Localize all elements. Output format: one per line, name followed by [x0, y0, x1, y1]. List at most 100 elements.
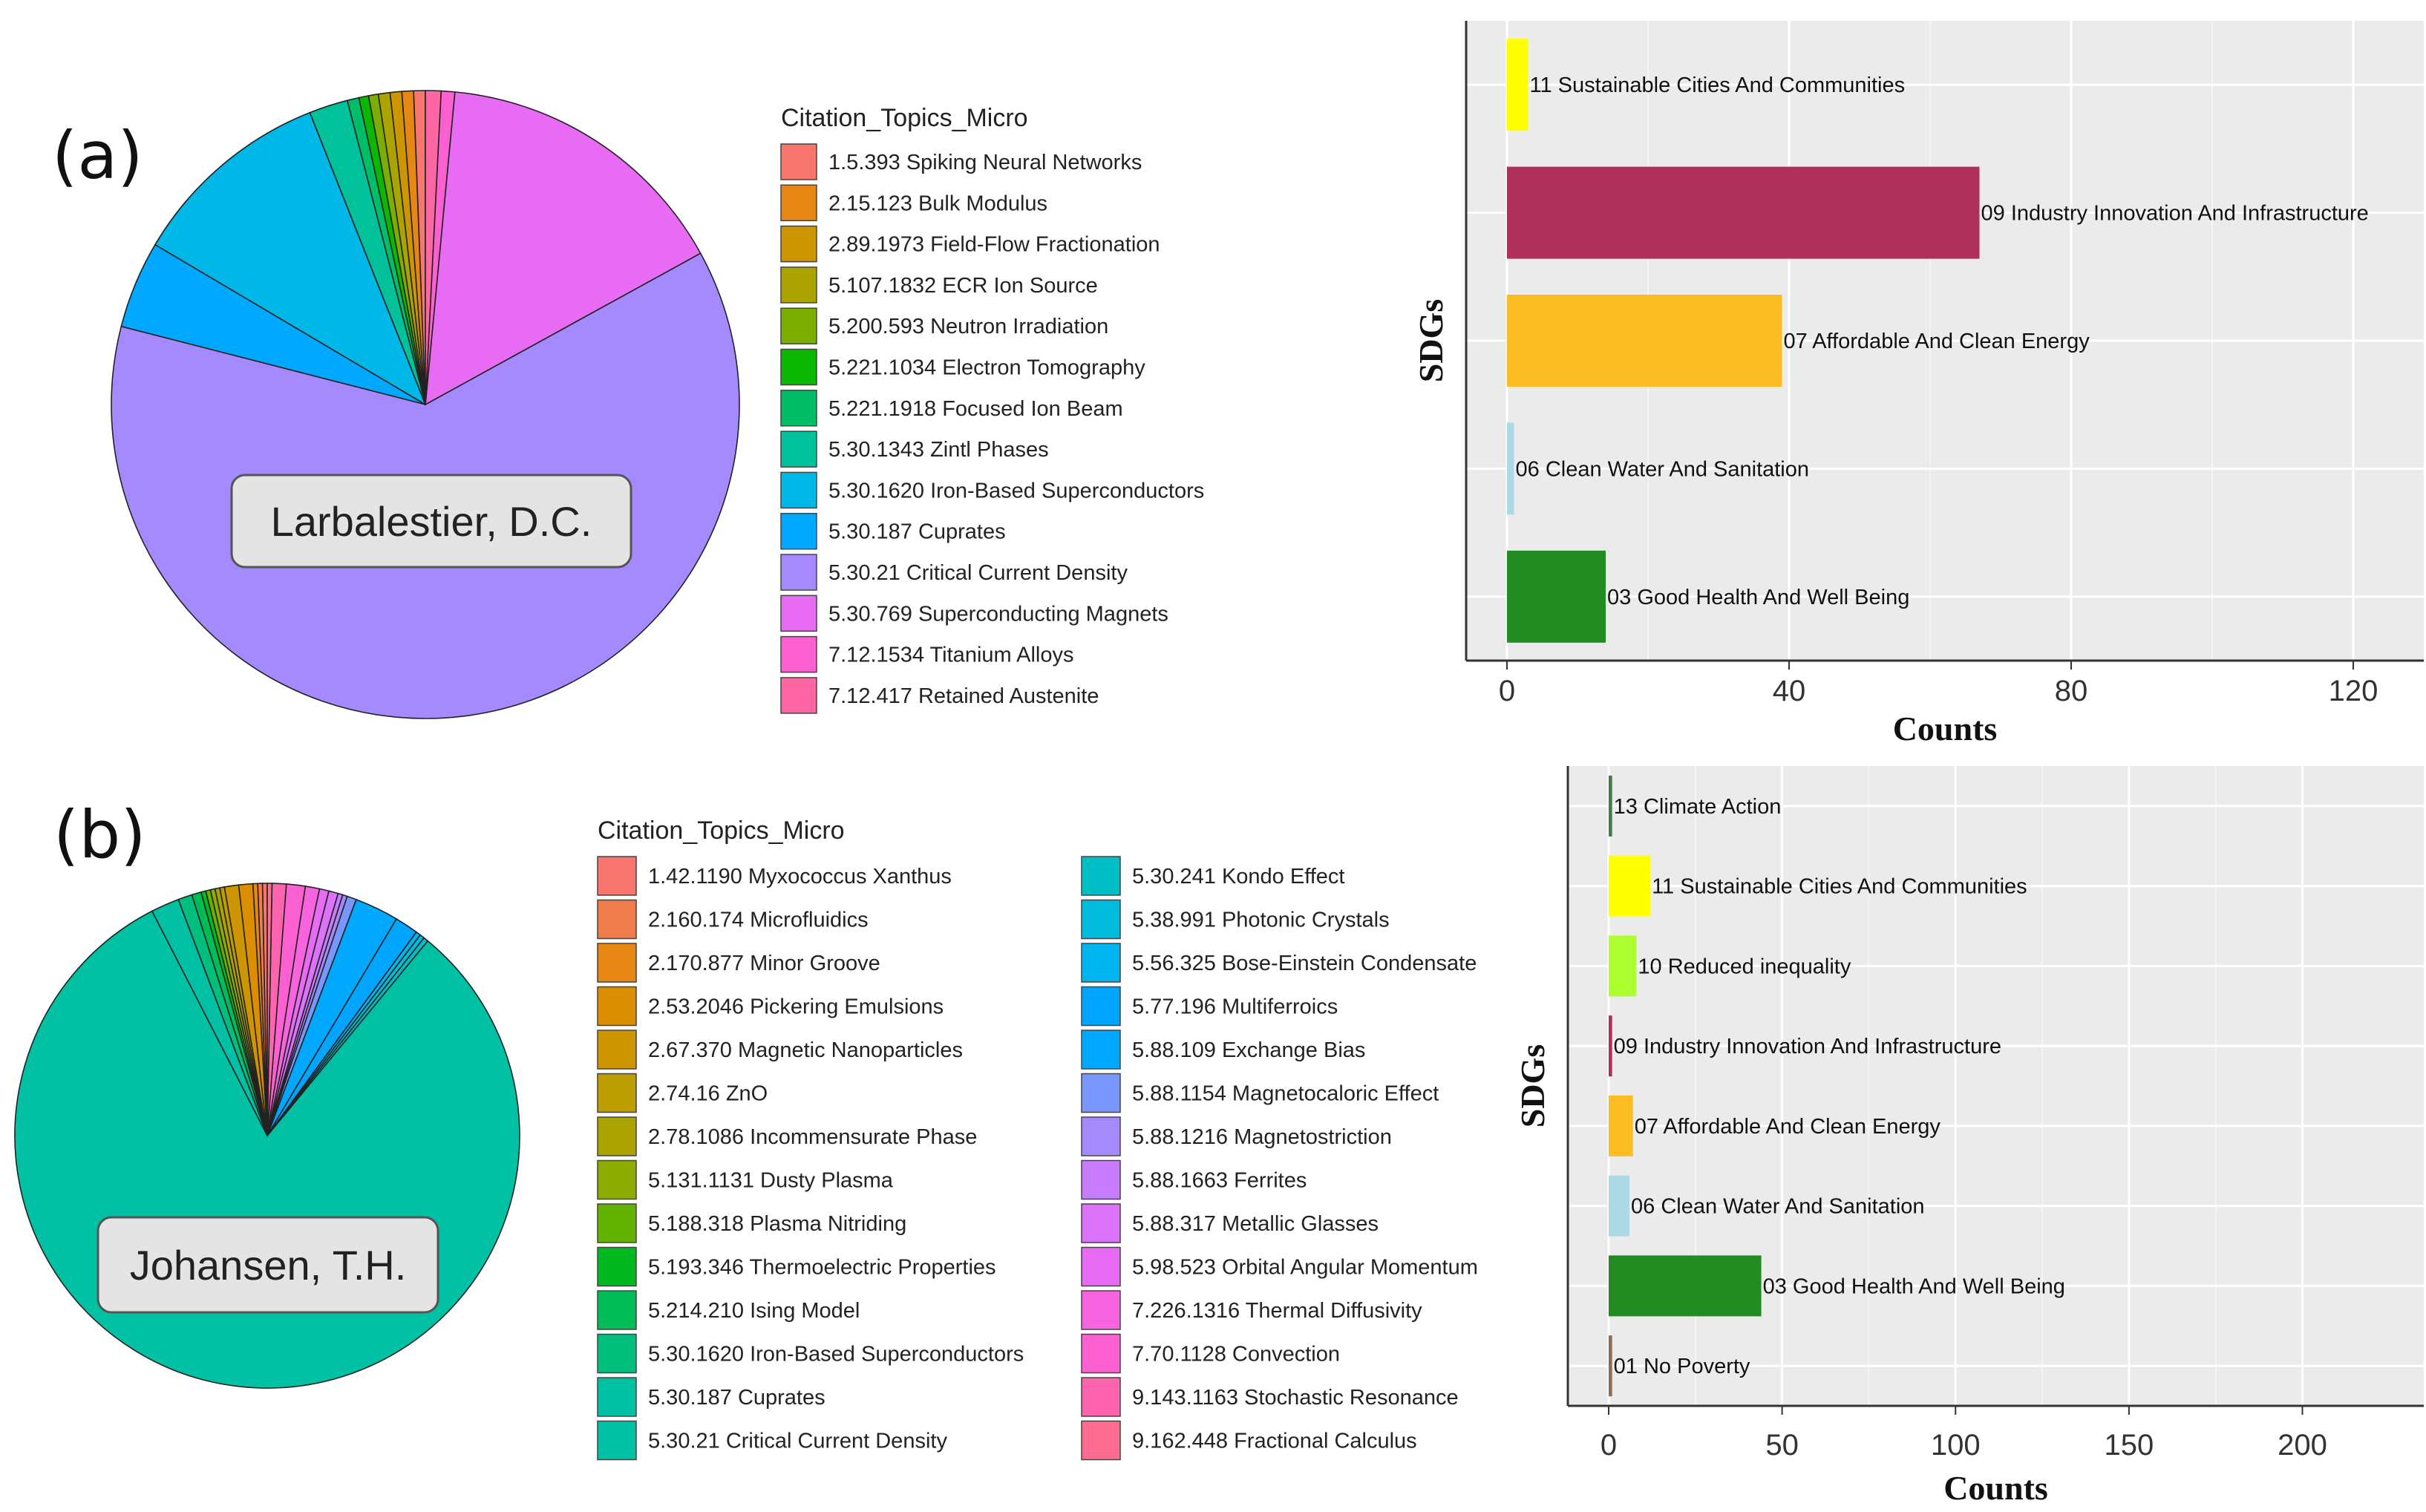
legend-item-label: 5.88.1154 Magnetocaloric Effect	[1132, 1082, 1439, 1106]
legend-item-label: 5.30.1343 Zintl Phases	[828, 438, 1049, 462]
bar	[1507, 550, 1606, 643]
legend-item-label: 5.30.769 Superconducting Magnets	[828, 602, 1168, 626]
legend-key	[597, 1333, 637, 1374]
x-tick-label: 100	[1931, 1429, 1981, 1462]
legend-key	[597, 899, 637, 940]
pie-slice	[154, 111, 427, 406]
legend-item-label: 5.30.241 Kondo Effect	[1132, 865, 1344, 888]
legend-key	[780, 225, 817, 263]
pie-slice	[425, 91, 702, 406]
bar-chart-a: 0 40 80 120 11 Sustainable Cities And Commun…	[1412, 21, 2424, 747]
bar-label: 03 Good Health And Well Being	[1607, 586, 1909, 609]
bar	[1507, 39, 1528, 131]
bar	[1507, 166, 1980, 259]
pie-chart-a: Larbalestier, D.C.	[111, 90, 740, 719]
bar	[1609, 1015, 1612, 1077]
legend-item-label: 5.88.109 Exchange Bias	[1132, 1038, 1365, 1062]
x-tick-label: 150	[2104, 1429, 2154, 1462]
legend-key	[780, 471, 817, 509]
legend-item-label: 7.226.1316 Thermal Diffusivity	[1132, 1299, 1422, 1323]
pie-chart-b: Johansen, T.H.	[14, 883, 520, 1389]
pie-slice	[425, 90, 442, 405]
author-box	[230, 474, 632, 569]
legend-key	[597, 986, 637, 1027]
legend-key	[1081, 943, 1121, 983]
x-tick-label: 80	[2055, 675, 2088, 707]
x-axis-title: Counts	[1893, 710, 1998, 747]
legend-item-label: 2.170.877 Minor Groove	[648, 952, 880, 975]
legend-key	[780, 554, 817, 591]
legend-key	[780, 307, 817, 344]
legend-item-label: 5.88.1663 Ferrites	[1132, 1169, 1307, 1193]
bar-chart-b: 0 50 100 150 200 13 Climate Action 11 Sustaina…	[1514, 766, 2424, 1507]
legend-key	[597, 1420, 637, 1461]
legend-key	[780, 390, 817, 427]
bar-label: 03 Good Health And Well Being	[1763, 1274, 2065, 1298]
x-tick-label: 0	[1499, 675, 1515, 707]
legend-item-label: 5.30.187 Cuprates	[648, 1386, 825, 1410]
legend-key	[1081, 1073, 1121, 1113]
bar-label: 09 Industry Innovation And Infrastructur…	[1614, 1035, 2001, 1058]
x-tick-label: 120	[2329, 675, 2378, 707]
legend-item-label: 2.160.174 Microfluidics	[648, 909, 869, 932]
bar-label: 01 No Poverty	[1614, 1355, 1750, 1378]
x-axis-title: Counts	[1943, 1469, 2048, 1507]
legend-key	[780, 595, 817, 632]
legend-item-label: 7.12.417 Retained Austenite	[828, 684, 1099, 708]
legend-key	[780, 635, 817, 673]
legend-key	[780, 677, 817, 714]
bar-label: 11 Sustainable Cities And Communities	[1652, 875, 2027, 899]
legend-key	[1081, 1116, 1121, 1156]
legend-key	[597, 1377, 637, 1417]
legend-key	[597, 943, 637, 983]
legend-item-label: 5.131.1131 Dusty Plasma	[648, 1169, 894, 1193]
bar	[1507, 295, 1782, 387]
y-axis-title: SDGs	[1412, 299, 1450, 382]
legend-item-label: 5.221.1034 Electron Tomography	[828, 356, 1145, 380]
legend-key	[1081, 1420, 1121, 1461]
x-tick-label: 40	[1773, 675, 1806, 707]
x-tick-label: 200	[2278, 1429, 2327, 1462]
legend-item-label: 5.38.991 Photonic Crystals	[1132, 909, 1390, 932]
legend-item-label: 7.70.1128 Convection	[1132, 1343, 1340, 1367]
legend-key	[780, 184, 817, 222]
legend-key	[1081, 899, 1121, 940]
bar-label: 07 Affordable And Clean Energy	[1635, 1115, 1941, 1139]
legend-item-label: 2.89.1973 Field-Flow Fractionation	[828, 233, 1160, 257]
legend-key	[1081, 1333, 1121, 1374]
y-axis-title: SDGs	[1514, 1044, 1552, 1128]
panel-label-b: (b)	[53, 796, 146, 873]
pie-slice	[267, 883, 273, 1136]
legend-item-label: 7.12.1534 Titanium Alloys	[828, 644, 1073, 667]
legend-key	[597, 1159, 637, 1200]
legend-item-label: 9.143.1163 Stochastic Resonance	[1132, 1386, 1459, 1410]
legend-key	[597, 1203, 637, 1243]
legend-item-label: 5.30.187 Cuprates	[828, 520, 1006, 544]
bar-label: 07 Affordable And Clean Energy	[1784, 330, 2090, 353]
legend-item-label: 2.53.2046 Pickering Emulsions	[648, 995, 944, 1019]
bar-label: 09 Industry Innovation And Infrastructur…	[1981, 202, 2369, 226]
legend-item-label: 5.188.318 Plasma Nitriding	[648, 1212, 906, 1236]
bar	[1609, 1255, 1762, 1317]
author-name: Larbalestier, D.C.	[271, 498, 592, 545]
legend-key	[1081, 1203, 1121, 1243]
legend-item-label: 5.193.346 Thermoelectric Properties	[648, 1256, 996, 1280]
legend-key	[780, 143, 817, 180]
bar	[1609, 775, 1612, 837]
bar-label: 06 Clean Water And Sanitation	[1631, 1195, 1925, 1219]
legend-key	[1081, 986, 1121, 1027]
legend-item-label: 9.162.448 Fractional Calculus	[1132, 1430, 1417, 1453]
author-name: Johansen, T.H.	[130, 1242, 407, 1289]
legend-key	[780, 348, 817, 386]
legend-key	[1081, 1246, 1121, 1287]
legend-key	[1081, 1030, 1121, 1070]
bar-label: 11 Sustainable Cities And Communities	[1530, 73, 1906, 97]
legend-item-label: 2.15.123 Bulk Modulus	[828, 192, 1047, 215]
bar-label: 10 Reduced inequality	[1638, 955, 1851, 978]
legend-key	[1081, 856, 1121, 896]
author-box	[97, 1216, 439, 1314]
legend-item-label: 5.98.523 Orbital Angular Momentum	[1132, 1256, 1478, 1280]
bar	[1609, 935, 1637, 997]
legend-item-label: 1.5.393 Spiking Neural Networks	[828, 151, 1142, 174]
